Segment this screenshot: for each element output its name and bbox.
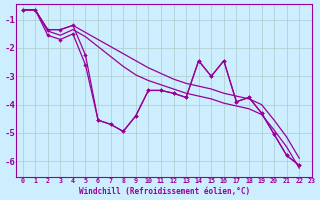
X-axis label: Windchill (Refroidissement éolien,°C): Windchill (Refroidissement éolien,°C) [78,187,250,196]
